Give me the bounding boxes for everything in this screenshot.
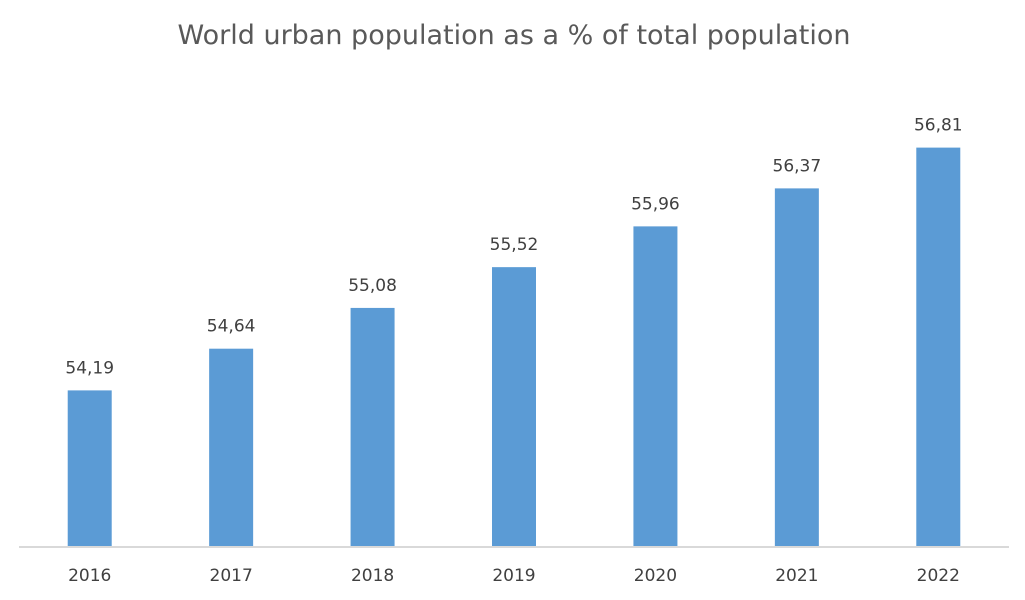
data-label-2016: 54,19	[65, 358, 114, 378]
data-label-2021: 56,37	[773, 156, 822, 176]
x-tick-label-2021: 2021	[775, 566, 818, 586]
bars-group	[67, 147, 961, 547]
bar-2019	[492, 267, 536, 547]
data-label-2018: 55,08	[348, 276, 397, 296]
bar-2016	[67, 390, 112, 547]
bar-2017	[209, 348, 254, 547]
data-label-2022: 56,81	[914, 116, 963, 136]
x-tick-label-2016: 2016	[68, 566, 111, 586]
x-tick-label-2018: 2018	[351, 566, 394, 586]
bar-2022	[916, 147, 961, 547]
x-tick-label-2020: 2020	[634, 566, 677, 586]
chart-title: World urban population as a % of total p…	[178, 20, 851, 51]
labels-group: 54,19 2016 54,64 2017 55,08 2018 55,52 2019 55,9…	[65, 116, 962, 586]
bar-2020	[633, 226, 678, 547]
x-tick-label-2019: 2019	[492, 566, 535, 586]
bar-2018	[350, 307, 395, 547]
data-label-2020: 55,96	[631, 194, 680, 214]
data-label-2017: 54,64	[207, 317, 256, 337]
x-tick-label-2017: 2017	[210, 566, 253, 586]
bar-2021	[774, 188, 819, 547]
data-label-2019: 55,52	[490, 235, 539, 255]
x-tick-label-2022: 2022	[917, 566, 960, 586]
